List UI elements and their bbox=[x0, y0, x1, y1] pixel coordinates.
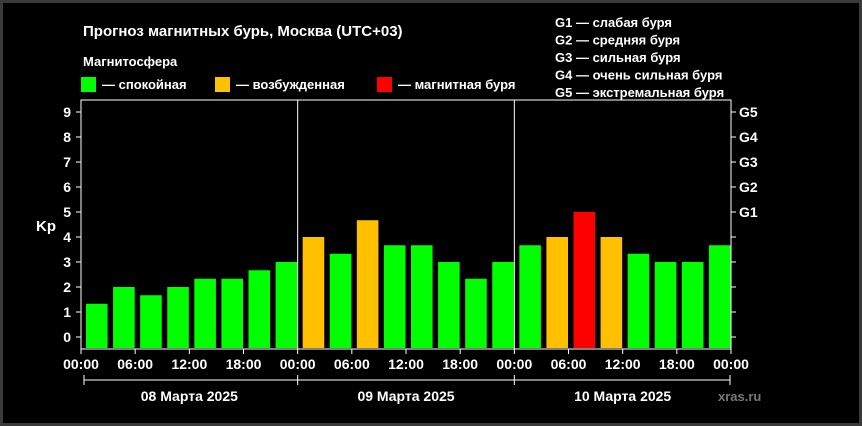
day-label: 09 Марта 2025 bbox=[357, 388, 454, 404]
storm-level-label: G2 bbox=[739, 179, 758, 195]
chart-frame: Прогноз магнитных бурь, Москва (UTC+03) … bbox=[3, 3, 859, 423]
legend-label: — магнитная буря bbox=[398, 77, 515, 92]
legend-label: — возбужденная bbox=[236, 77, 345, 92]
storm-scale-item: G1 — слабая буря bbox=[555, 15, 672, 30]
x-tick-label: 12:00 bbox=[605, 356, 641, 372]
kp-bar bbox=[113, 287, 135, 348]
y-tick-label: 8 bbox=[63, 129, 71, 145]
y-tick-label: 1 bbox=[63, 304, 71, 320]
x-tick-label: 06:00 bbox=[334, 356, 370, 372]
kp-bar bbox=[275, 262, 298, 348]
storm-scale-item: G3 — сильная буря bbox=[555, 50, 681, 65]
storm-level-label: G1 bbox=[739, 204, 758, 220]
x-tick-label: 18:00 bbox=[659, 356, 695, 372]
legend-heading: Магнитосфера bbox=[83, 54, 178, 69]
x-tick-label: 00:00 bbox=[496, 356, 532, 372]
kp-bar bbox=[681, 262, 704, 348]
kp-bar bbox=[167, 287, 189, 348]
kp-bar bbox=[465, 278, 487, 348]
kp-forecast-chart: Прогноз магнитных бурь, Москва (UTC+03) … bbox=[36, 15, 761, 404]
watermark: xras.ru bbox=[718, 389, 761, 404]
plot-area: 0 1 2 3 4 5 6 7 8 9 G1 G2 G3 G4 G5 Kp 00:00 06:00 12:00 18:… bbox=[36, 99, 758, 404]
kp-bar bbox=[654, 262, 677, 348]
kp-bar bbox=[627, 253, 650, 348]
kp-bar bbox=[86, 303, 108, 348]
y-tick-label: 6 bbox=[63, 179, 71, 195]
day-label: 10 Марта 2025 bbox=[574, 388, 671, 404]
storm-scale-item: G5 — экстремальная буря bbox=[555, 85, 724, 100]
legend: — спокойная — возбужденная — магнитная бур… bbox=[81, 77, 515, 92]
storm-scale-item: G2 — средняя буря bbox=[555, 33, 680, 48]
legend-swatch bbox=[81, 77, 96, 92]
legend-swatch bbox=[377, 77, 392, 92]
x-tick-label: 18:00 bbox=[442, 356, 478, 372]
legend-label: — спокойная bbox=[102, 77, 187, 92]
kp-bar bbox=[356, 220, 379, 348]
kp-bar bbox=[383, 245, 406, 348]
x-tick-label: 18:00 bbox=[226, 356, 262, 372]
storm-level-label: G5 bbox=[739, 104, 758, 120]
kp-bar bbox=[708, 245, 731, 348]
legend-swatch bbox=[215, 77, 230, 92]
storm-level-label: G3 bbox=[739, 154, 758, 170]
kp-bar bbox=[438, 262, 460, 348]
kp-bar bbox=[194, 278, 216, 348]
kp-bar bbox=[329, 253, 352, 348]
y-tick-label: 4 bbox=[63, 229, 71, 245]
x-tick-label: 00:00 bbox=[63, 356, 99, 372]
kp-bar bbox=[248, 270, 271, 348]
day-label: 08 Марта 2025 bbox=[141, 388, 238, 404]
y-tick-label: 2 bbox=[63, 279, 71, 295]
chart-title: Прогноз магнитных бурь, Москва (UTC+03) bbox=[83, 23, 403, 40]
kp-bar bbox=[302, 237, 325, 348]
x-tick-label: 00:00 bbox=[713, 356, 749, 372]
kp-bar bbox=[492, 262, 514, 348]
x-tick-label: 06:00 bbox=[117, 356, 153, 372]
kp-bar bbox=[573, 212, 596, 348]
y-tick-label: 5 bbox=[63, 204, 71, 220]
y-tick-label: 3 bbox=[63, 254, 71, 270]
storm-level-label: G4 bbox=[739, 129, 758, 145]
kp-bar bbox=[519, 245, 541, 348]
storm-scale-legend: G1 — слабая буря G2 — средняя буря G3 — си… bbox=[555, 15, 724, 100]
y-axis-label: Kp bbox=[36, 218, 56, 235]
x-tick-label: 00:00 bbox=[280, 356, 316, 372]
kp-bar bbox=[140, 295, 162, 348]
y-tick-label: 0 bbox=[63, 329, 71, 345]
y-tick-label: 7 bbox=[63, 154, 71, 170]
x-tick-label: 06:00 bbox=[551, 356, 587, 372]
kp-bar bbox=[600, 237, 623, 348]
kp-bar bbox=[411, 245, 433, 348]
storm-scale-item: G4 — очень сильная буря bbox=[555, 68, 722, 83]
x-tick-label: 12:00 bbox=[171, 356, 207, 372]
x-tick-label: 12:00 bbox=[388, 356, 424, 372]
kp-bar bbox=[546, 237, 568, 348]
y-tick-label: 9 bbox=[63, 104, 71, 120]
kp-bar bbox=[221, 278, 243, 348]
